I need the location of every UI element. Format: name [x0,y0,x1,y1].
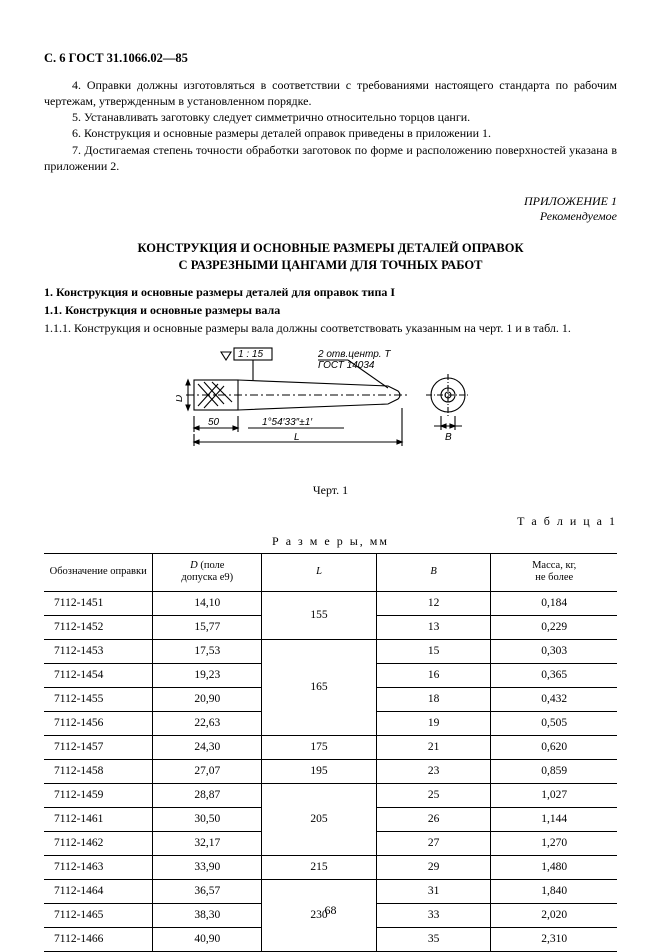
table-label: Т а б л и ц а 1 [44,513,617,529]
table-header-row: Обозначение оправкиD (поледопуска e9)LBМ… [44,553,617,591]
table-row: 7112-145827,07195230,859 [44,760,617,784]
cell: 20,90 [153,688,262,712]
col-header: Обозначение оправки [44,553,153,591]
cell: 0,505 [491,712,617,736]
cell: 18 [376,688,491,712]
para-6: 6. Конструкция и основные размеры детале… [44,125,617,141]
page-number: 68 [0,902,661,918]
cell: 28,87 [153,784,262,808]
cell: 2,310 [491,928,617,952]
cell: 35 [376,928,491,952]
heading-1-1: 1.1. Конструкция и основные размеры вала [44,302,617,318]
table-row: 7112-145317,53165150,303 [44,640,617,664]
cell: 7112-1459 [44,784,153,808]
dim-50: 50 [208,417,220,428]
cell: 21 [376,736,491,760]
cell: 19,23 [153,664,262,688]
cell: 7112-1451 [44,592,153,616]
col-header: L [262,553,377,591]
figure-caption: Черт. 1 [44,482,617,498]
cell: 7112-1456 [44,712,153,736]
section-title: КОНСТРУКЦИЯ И ОСНОВНЫЕ РАЗМЕРЫ ДЕТАЛЕЙ О… [44,240,617,274]
appendix-label: ПРИЛОЖЕНИЕ 1 Рекомендуемое [44,194,617,224]
cell: 29 [376,856,491,880]
cell: 0,229 [491,616,617,640]
cell: 16 [376,664,491,688]
dim-taper: 1°54′33″±1′ [262,417,313,428]
cell: 32,17 [153,832,262,856]
dimensions-table: Обозначение оправкиD (поледопуска e9)LBМ… [44,553,617,952]
tol-box-text: 1 : 15 [238,349,263,360]
cell: 40,90 [153,928,262,952]
cell: 1,480 [491,856,617,880]
cell: 24,30 [153,736,262,760]
cell: 12 [376,592,491,616]
note-gost: ГОСТ 14034 [318,360,375,371]
clause-1-1-1: 1.1.1. Конструкция и основные размеры ва… [44,320,617,336]
cell: 1,840 [491,880,617,904]
cell: 1,027 [491,784,617,808]
cell: 7112-1466 [44,928,153,952]
cell: 7112-1463 [44,856,153,880]
cell: 0,365 [491,664,617,688]
dimensions-label: Р а з м е р ы, мм [44,533,617,549]
cell: 7112-1461 [44,808,153,832]
cell: 27 [376,832,491,856]
cell: 14,10 [153,592,262,616]
note-holes: 2 отв.центр. T [317,349,391,360]
table-row: 7112-145928,87205251,027 [44,784,617,808]
cell: 1,270 [491,832,617,856]
cell: 0,859 [491,760,617,784]
cell: 0,432 [491,688,617,712]
cell: 7112-1455 [44,688,153,712]
cell: 33,90 [153,856,262,880]
cell: 30,50 [153,808,262,832]
table-row: 7112-145114,10155120,184 [44,592,617,616]
dim-b: B [445,432,452,443]
heading-1: 1. Конструкция и основные размеры детале… [44,284,617,300]
cell: 27,07 [153,760,262,784]
col-header: B [376,553,491,591]
appendix-kind: Рекомендуемое [540,209,617,223]
title-line-1: КОНСТРУКЦИЯ И ОСНОВНЫЕ РАЗМЕРЫ ДЕТАЛЕЙ О… [44,240,617,257]
cell: 7112-1454 [44,664,153,688]
cell: 7112-1458 [44,760,153,784]
para-7: 7. Достигаемая степень точности обработк… [44,142,617,174]
col-header: Масса, кг,не более [491,553,617,591]
cell: 7112-1464 [44,880,153,904]
cell: 7112-1457 [44,736,153,760]
cell: 0,620 [491,736,617,760]
table-row: 7112-145724,30175210,620 [44,736,617,760]
para-4: 4. Оправки должны изготовляться в соотве… [44,77,617,109]
cell: 7112-1452 [44,616,153,640]
cell: 25 [376,784,491,808]
appendix-num: ПРИЛОЖЕНИЕ 1 [524,194,617,208]
cell: 17,53 [153,640,262,664]
cell: 0,184 [491,592,617,616]
cell: 13 [376,616,491,640]
dim-l: L [294,432,300,443]
table-row: 7112-146333,90215291,480 [44,856,617,880]
cell: 1,144 [491,808,617,832]
table-row: 7112-146436,57230311,840 [44,880,617,904]
cell: 0,303 [491,640,617,664]
cell: 36,57 [153,880,262,904]
cell: 15,77 [153,616,262,640]
cell: 7112-1453 [44,640,153,664]
cell: 31 [376,880,491,904]
cell: 7112-1462 [44,832,153,856]
cell: 22,63 [153,712,262,736]
title-line-2: С РАЗРЕЗНЫМИ ЦАНГАМИ ДЛЯ ТОЧНЫХ РАБОТ [44,257,617,274]
figure-1: 1 : 15 2 отв.центр. T ГОСТ 14034 D 50 1°… [176,346,486,476]
col-header: D (поледопуска e9) [153,553,262,591]
cell: 15 [376,640,491,664]
cell: 23 [376,760,491,784]
dim-d: D [176,395,185,402]
cell: 19 [376,712,491,736]
para-5: 5. Устанавливать заготовку следует симме… [44,109,617,125]
page-header: С. 6 ГОСТ 31.1066.02—85 [44,50,617,67]
cell: 26 [376,808,491,832]
